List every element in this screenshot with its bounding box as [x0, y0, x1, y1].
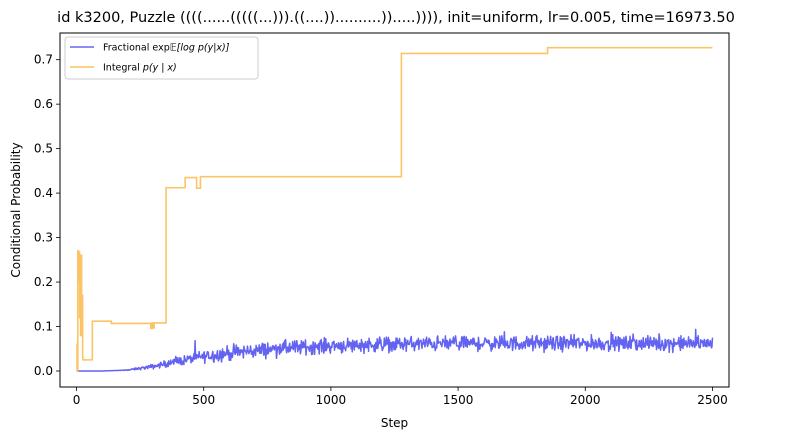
legend-math-integral: p(y | x): [142, 63, 177, 74]
legend-prefix-fractional: Fractional exp: [103, 43, 170, 54]
y-tick-label: 0.1: [34, 320, 53, 334]
y-tick-label: 0.4: [34, 186, 53, 200]
x-tick-label: 0: [73, 393, 81, 407]
y-tick-label: 0.7: [34, 53, 53, 67]
legend-label-integral: Integral p(y | x): [103, 63, 177, 74]
chart-title: id k3200, Puzzle ((((......(((((...))).(…: [57, 10, 735, 26]
series-layer: [76, 46, 714, 372]
y-tick-label: 0.2: [34, 275, 53, 289]
plot-area: [60, 33, 729, 387]
x-tick-label: 500: [192, 393, 215, 407]
y-tick-label: 0.3: [34, 231, 53, 245]
x-axis: 0 500 1000 1500 2000 2500: [73, 387, 728, 407]
x-tick-label: 2000: [570, 393, 601, 407]
legend-math-fractional: 𝔼[log p(y|x)]: [170, 43, 230, 54]
legend-box: [64, 36, 259, 80]
legend-prefix-integral: Integral: [103, 63, 140, 74]
y-tick-label: 0.0: [34, 364, 53, 378]
y-tick-label: 0.5: [34, 142, 53, 156]
series-fractional-line: [76, 328, 714, 372]
y-axis: 0.0 0.1 0.2 0.3 0.4 0.5 0.6 0.7: [34, 53, 60, 378]
plot-frame: [59, 32, 730, 388]
series-integral-line: [76, 46, 713, 372]
x-tick-label: 1000: [316, 393, 347, 407]
y-tick-label: 0.6: [34, 97, 53, 111]
x-tick-label: 1500: [443, 393, 474, 407]
legend: Fractional exp𝔼[log p(y|x)] Integral p(y…: [64, 36, 259, 80]
legend-label-fractional: Fractional exp𝔼[log p(y|x)]: [103, 43, 230, 54]
x-axis-label: Step: [381, 416, 408, 430]
x-tick-label: 2500: [697, 393, 728, 407]
y-axis-label: Conditional Probability: [9, 142, 23, 277]
